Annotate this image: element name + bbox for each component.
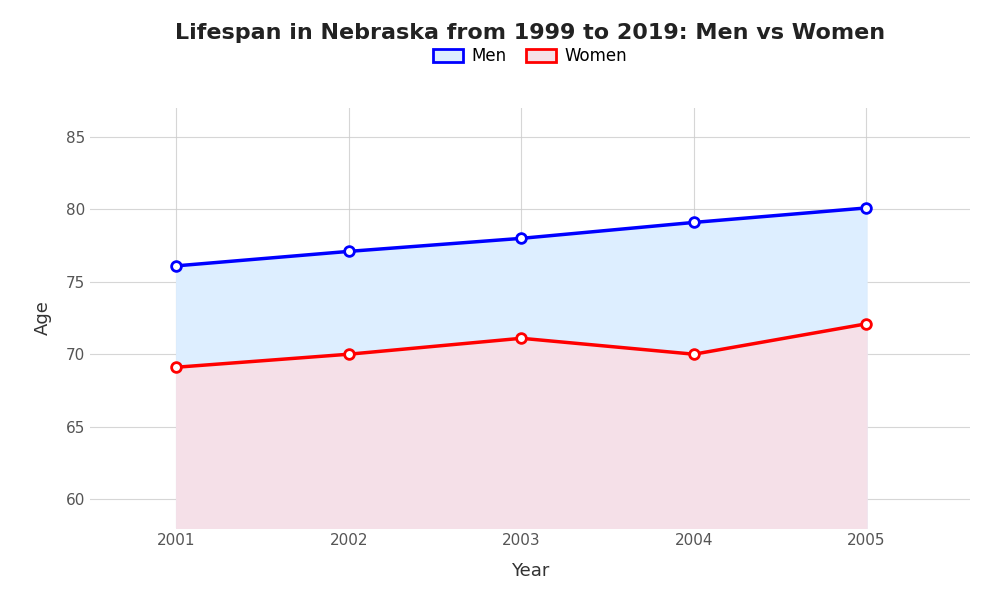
Y-axis label: Age: Age — [34, 301, 52, 335]
Title: Lifespan in Nebraska from 1999 to 2019: Men vs Women: Lifespan in Nebraska from 1999 to 2019: … — [175, 23, 885, 43]
X-axis label: Year: Year — [511, 562, 549, 580]
Legend: Men, Women: Men, Women — [426, 41, 634, 72]
